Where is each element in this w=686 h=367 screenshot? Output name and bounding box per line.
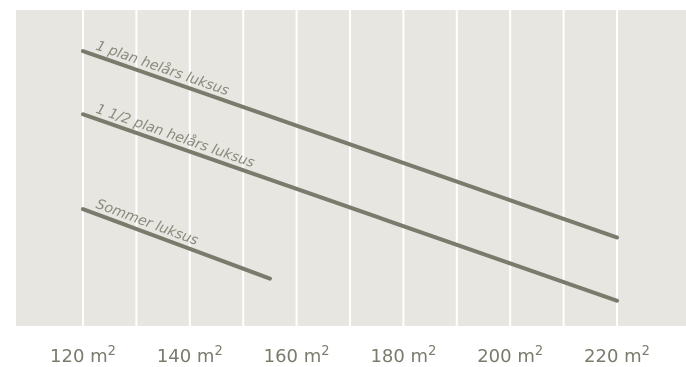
x-tick-label: 180 m2	[370, 344, 436, 367]
x-tick-label: 140 m2	[157, 344, 223, 367]
series-line-1	[81, 49, 619, 240]
x-tick-label: 220 m2	[584, 344, 650, 367]
series-group	[81, 49, 619, 303]
x-axis-ticks: 120 m2 140 m2 160 m2 180 m2 200 m2 220 m2	[50, 344, 650, 367]
grid	[82, 10, 618, 326]
x-tick-label: 120 m2	[50, 344, 116, 367]
x-tick-label: 160 m2	[264, 344, 330, 367]
series-line-3	[81, 207, 272, 281]
x-tick-label: 200 m2	[477, 344, 543, 367]
series-line-2	[81, 112, 619, 303]
